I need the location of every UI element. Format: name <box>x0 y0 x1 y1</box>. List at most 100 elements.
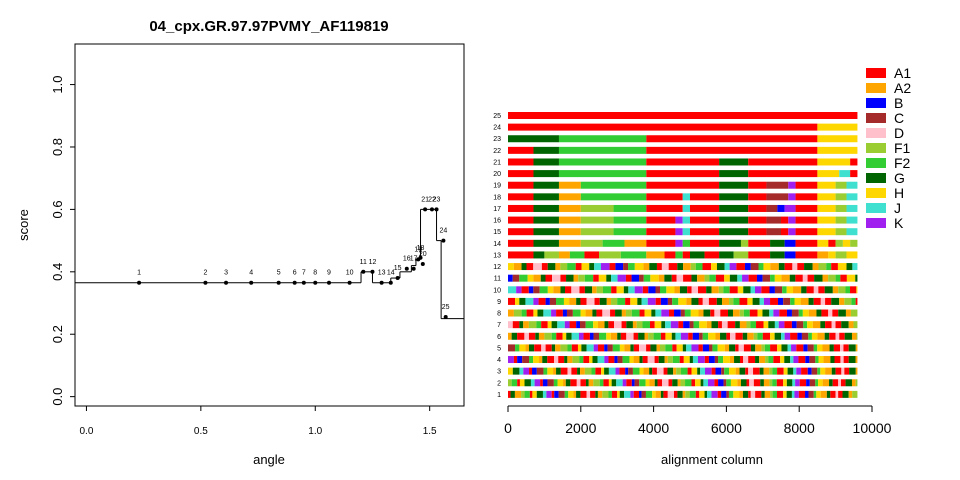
alignment-segment <box>596 309 603 317</box>
alignment-segment <box>728 309 733 317</box>
alignment-segment <box>526 263 534 271</box>
alignment-segment <box>707 379 715 387</box>
alignment-segment <box>742 390 749 398</box>
alignment-segment <box>726 332 731 340</box>
alignment-segment <box>812 321 821 329</box>
x-tick-label: 0 <box>504 420 512 436</box>
row-label: 25 <box>493 113 501 120</box>
alignment-segment <box>621 309 626 317</box>
alignment-segment <box>511 332 518 340</box>
alignment-segment <box>515 344 520 352</box>
alignment-segment <box>748 204 767 212</box>
alignment-segment <box>723 286 730 294</box>
alignment-segment <box>553 286 561 294</box>
alignment-segment <box>625 367 629 375</box>
alignment-segment <box>768 321 775 329</box>
alignment-segment <box>651 309 656 317</box>
alignment-segment <box>547 367 554 375</box>
alignment-segment <box>533 216 559 224</box>
alignment-segment <box>602 239 625 247</box>
alignment-segment <box>551 309 557 317</box>
alignment-segment <box>748 251 771 259</box>
alignment-segment <box>784 332 791 340</box>
alignment-segment <box>538 332 545 340</box>
alignment-segment <box>580 216 614 224</box>
alignment-segment <box>586 297 595 305</box>
alignment-segment <box>567 367 572 375</box>
alignment-segment <box>690 263 696 271</box>
alignment-segment <box>603 379 609 387</box>
alignment-segment <box>661 309 670 317</box>
alignment-segment <box>851 332 857 340</box>
alignment-segment <box>828 239 836 247</box>
y-tick-label: 0.0 <box>50 388 65 406</box>
alignment-segment <box>656 367 664 375</box>
alignment-segment <box>770 263 779 271</box>
alignment-segment <box>849 367 856 375</box>
alignment-segment <box>697 367 701 375</box>
alignment-segment <box>719 181 749 189</box>
alignment-segment <box>780 356 785 364</box>
alignment-segment <box>533 170 559 178</box>
alignment-segment <box>521 390 525 398</box>
alignment-segment <box>783 390 787 398</box>
alignment-segment <box>824 286 833 294</box>
alignment-segment <box>670 321 679 329</box>
alignment-segment <box>543 309 552 317</box>
alignment-segment <box>740 379 747 387</box>
alignment-segment <box>575 263 582 271</box>
alignment-segment <box>689 356 693 364</box>
alignment-segment <box>567 263 576 271</box>
score-ticks: 0.0 0.5 1.0 1.5 0.0 0.2 0.4 0.6 0.8 1.0 <box>50 76 437 437</box>
alignment-segment <box>593 332 599 340</box>
alignment-segment <box>698 286 707 294</box>
alignment-segment <box>508 228 534 236</box>
alignment-segment <box>599 297 607 305</box>
alignment-segment <box>690 216 720 224</box>
alignment-segment <box>829 379 833 387</box>
alignment-segment <box>576 390 581 398</box>
alignment-segment <box>554 356 559 364</box>
alignment-segment <box>519 321 524 329</box>
alignment-segment <box>585 321 594 329</box>
alignment-segment <box>536 321 542 329</box>
alignment-segment <box>667 356 673 364</box>
alignment-segment <box>769 379 773 387</box>
legend-label: B <box>894 95 903 111</box>
alignment-segment <box>560 263 568 271</box>
alignment-segment <box>809 379 816 387</box>
alignment-segment <box>604 344 608 352</box>
alignment-segment <box>808 309 817 317</box>
alignment-segment <box>697 356 705 364</box>
alignment-segment <box>817 228 836 236</box>
alignment-segment <box>852 390 858 398</box>
alignment-segment <box>735 367 740 375</box>
alignment-segment <box>519 274 528 282</box>
alignment-segment <box>735 332 743 340</box>
alignment-segment <box>663 367 668 375</box>
alignment-segment <box>698 297 703 305</box>
alignment-segment <box>626 332 634 340</box>
alignment-segment <box>682 216 690 224</box>
alignment-segment <box>636 321 643 329</box>
alignment-segment <box>693 321 700 329</box>
legend-label: A1 <box>894 65 911 81</box>
alignment-segment <box>831 297 840 305</box>
alignment-segment <box>533 239 559 247</box>
alignment-segment <box>733 297 740 305</box>
alignment-segment <box>508 123 818 131</box>
score-point-label: 6 <box>293 270 297 277</box>
alignment-segment <box>676 344 683 352</box>
alignment-segment <box>740 239 749 247</box>
alignment-segment <box>649 367 653 375</box>
alignment-segment <box>529 356 534 364</box>
alignment-segment <box>748 356 756 364</box>
alignment-segment <box>611 379 617 387</box>
alignment-segment <box>776 379 784 387</box>
alignment-segment <box>832 309 839 317</box>
row-label: 11 <box>494 276 501 283</box>
alignment-segment <box>617 390 620 398</box>
alignment-segment <box>803 344 808 352</box>
alignment-segment <box>674 309 681 317</box>
